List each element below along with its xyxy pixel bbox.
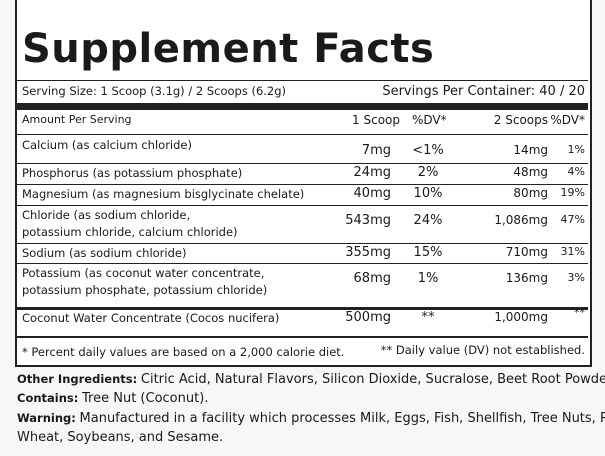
column-header: %DV* (550, 113, 585, 127)
column-header: %DV* (412, 113, 447, 127)
daily-value: 1% (567, 143, 585, 156)
column-header: 1 Scoop (352, 113, 400, 127)
nutrient-name: potassium phosphate, potassium chloride) (22, 283, 268, 297)
allergens: Tree Nut (Coconut). (82, 391, 209, 406)
serving-size: Serving Size: 1 Scoop (3.1g) / 2 Scoops … (22, 84, 287, 98)
daily-value: 1% (417, 271, 439, 286)
rule (17, 184, 588, 185)
amount: 14mg (513, 143, 548, 157)
thick-rule (17, 103, 588, 110)
amount: 1,000mg (494, 310, 548, 324)
rule (17, 163, 588, 164)
daily-value: ** (421, 310, 435, 325)
rule (17, 336, 588, 338)
amount: 24mg (353, 165, 391, 180)
facts-panel (15, 0, 592, 367)
nutrient-name: Magnesium (as magnesium bisglycinate che… (22, 187, 305, 201)
nutrient-name: Chloride (as sodium chloride, (22, 208, 191, 222)
daily-value: 4% (567, 165, 585, 178)
amount: 136mg (505, 271, 548, 285)
label: Contains: (17, 391, 79, 405)
servings-per-container: Servings Per Container: 40 / 20 (382, 84, 585, 99)
label: Warning: (17, 411, 76, 425)
amount: 1,086mg (494, 213, 548, 227)
daily-value: 47% (560, 213, 585, 226)
nutrient-name: Sodium (as sodium chloride) (22, 246, 187, 260)
nutrient-name: Phosphorus (as potassium phosphate) (22, 166, 243, 180)
daily-value: 24% (413, 213, 443, 228)
rule (17, 307, 588, 310)
rule (17, 263, 588, 264)
rule (17, 243, 588, 244)
column-header: 2 Scoops (493, 113, 548, 127)
daily-value: ** (574, 306, 585, 319)
rule (17, 134, 588, 135)
amount: 48mg (513, 165, 548, 179)
daily-value: 15% (413, 245, 443, 260)
amount: 710mg (505, 245, 548, 259)
amount: 7mg (361, 143, 391, 158)
amount: 68mg (353, 271, 391, 286)
amount: 40mg (353, 186, 391, 201)
footnote: ** Daily value (DV) not established. (380, 343, 585, 357)
nutrient-name: Coconut Water Concentrate (Cocos nucifer… (22, 311, 280, 325)
amount: 500mg (345, 310, 391, 325)
nutrient-name: Calcium (as calcium chloride) (22, 138, 192, 152)
amount: 80mg (513, 186, 548, 200)
daily-value: 2% (417, 165, 439, 180)
footnote: * Percent daily values are based on a 2,… (22, 345, 345, 359)
daily-value: 10% (413, 186, 443, 201)
daily-value: 31% (560, 245, 585, 258)
nutrient-name: Potassium (as coconut water concentrate, (22, 266, 265, 280)
rule (17, 205, 588, 206)
amount: 355mg (345, 245, 391, 260)
ingredients: Citric Acid, Natural Flavors, Silicon Di… (140, 372, 605, 387)
daily-value: 3% (567, 271, 585, 284)
label: Other Ingredients: (17, 372, 138, 386)
warning: Wheat, Soybeans, and Sesame. (17, 430, 224, 445)
daily-value: 19% (560, 186, 585, 199)
daily-value: <1% (412, 143, 444, 158)
amount: 543mg (345, 213, 391, 228)
rule (17, 80, 588, 81)
warning: Manufactured in a facility which process… (79, 411, 605, 426)
nutrient-name: potassium chloride, calcium chloride) (22, 225, 238, 239)
column-header: Amount Per Serving (22, 113, 132, 126)
title: Supplement Facts (22, 26, 435, 72)
